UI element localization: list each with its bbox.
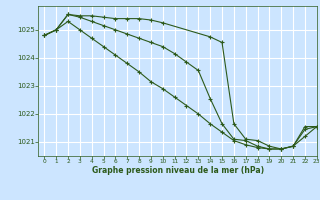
X-axis label: Graphe pression niveau de la mer (hPa): Graphe pression niveau de la mer (hPa) bbox=[92, 166, 264, 175]
